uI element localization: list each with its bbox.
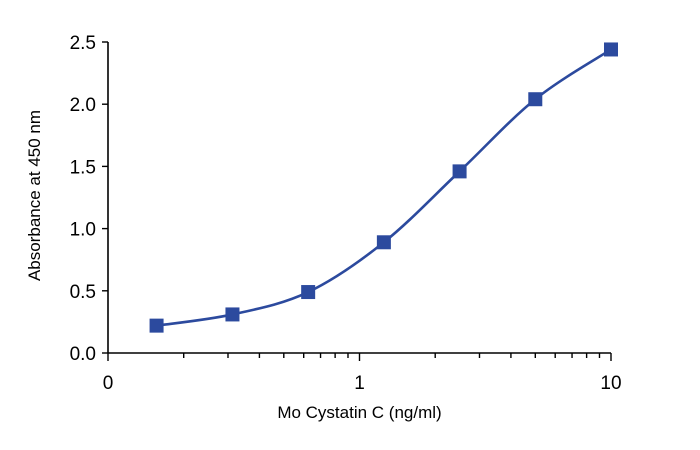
y-tick-label: 2.5 [70, 33, 96, 54]
y-tick-labels: 0.0 0.5 1.0 1.5 2.0 2.5 [70, 33, 96, 365]
y-tick-label: 0.0 [70, 344, 96, 365]
data-points [149, 42, 618, 333]
axes [107, 42, 611, 354]
data-point [225, 307, 240, 322]
y-tick-label: 1.5 [70, 157, 96, 178]
y-tick-label: 2.0 [70, 95, 96, 116]
fit-curve [156, 48, 612, 327]
x-tick-labels: 0 1 10 [103, 373, 622, 394]
y-tick-label: 1.0 [70, 220, 96, 241]
x-tick-label: 0 [103, 373, 114, 394]
data-point [604, 42, 618, 57]
tick-marks [102, 41, 612, 361]
y-tick-label: 0.5 [70, 282, 96, 303]
data-point [528, 92, 543, 107]
data-point [376, 235, 391, 250]
x-tick-label: 1 [354, 373, 365, 394]
y-axis-title: Absorbance at 450 nm [25, 110, 44, 281]
data-point [149, 318, 164, 333]
data-point [301, 285, 316, 300]
x-axis-title: Mo Cystatin C (ng/ml) [277, 403, 441, 422]
data-point [452, 164, 467, 179]
x-tick-label: 10 [600, 373, 621, 394]
